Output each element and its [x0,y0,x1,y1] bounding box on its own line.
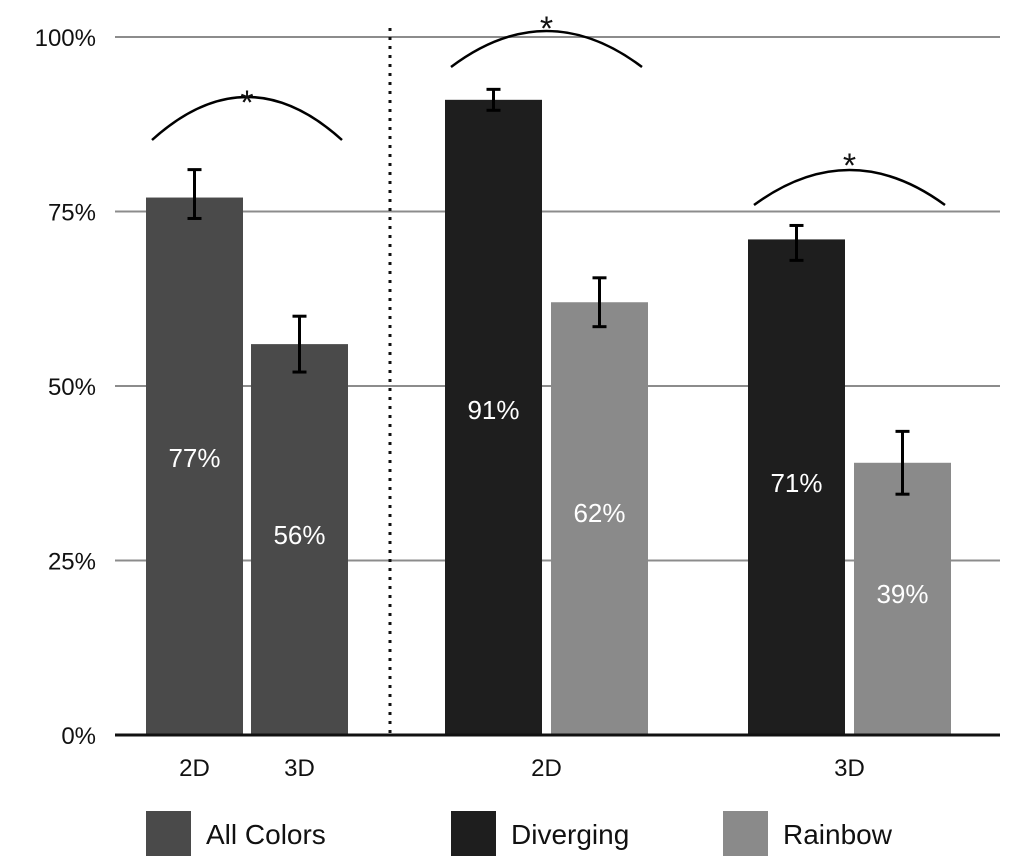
value-labels: 77% 56% 91% 62% 71% 39% [168,395,928,609]
bars [146,99,951,736]
bar [445,99,542,735]
y-tick-label: 25% [48,549,96,576]
category-label: 2D [179,755,210,782]
significance-arc [753,168,946,207]
value-label: 71% [770,468,822,498]
y-tick-label: 50% [48,374,96,401]
value-label: 91% [467,395,519,425]
bar [251,344,348,735]
y-tick-label: 75% [48,200,96,227]
value-label: 56% [273,520,325,550]
bar [854,462,951,735]
group-category-label: 3D [834,755,865,782]
category-labels: 2D 3D 2D 3D [179,755,865,782]
group-category-label: 2D [531,755,562,782]
legend-swatch [451,811,496,856]
value-label: 62% [573,498,625,528]
value-label: 39% [876,579,928,609]
category-label: 3D [284,755,315,782]
legend-label: Diverging [511,819,629,850]
legend-swatch [723,811,768,856]
y-axis-ticks: 0% 25% 50% 75% 100% [35,25,96,750]
legend-label: All Colors [206,819,326,850]
significance-markers: * * * [151,10,946,207]
legend: All Colors Diverging Rainbow [146,811,893,856]
value-label: 77% [168,443,220,473]
y-tick-label: 0% [61,723,96,750]
significance-arc [151,95,343,141]
bar [748,239,845,736]
bar [146,197,243,736]
significance-star: * [240,84,253,122]
bar [551,302,648,735]
significance-star: * [843,147,856,185]
legend-swatch [146,811,191,856]
significance-star: * [540,10,553,48]
significance-arc [450,29,643,68]
y-tick-label: 100% [35,25,96,52]
error-bars [187,87,910,496]
legend-label: Rainbow [783,819,893,850]
